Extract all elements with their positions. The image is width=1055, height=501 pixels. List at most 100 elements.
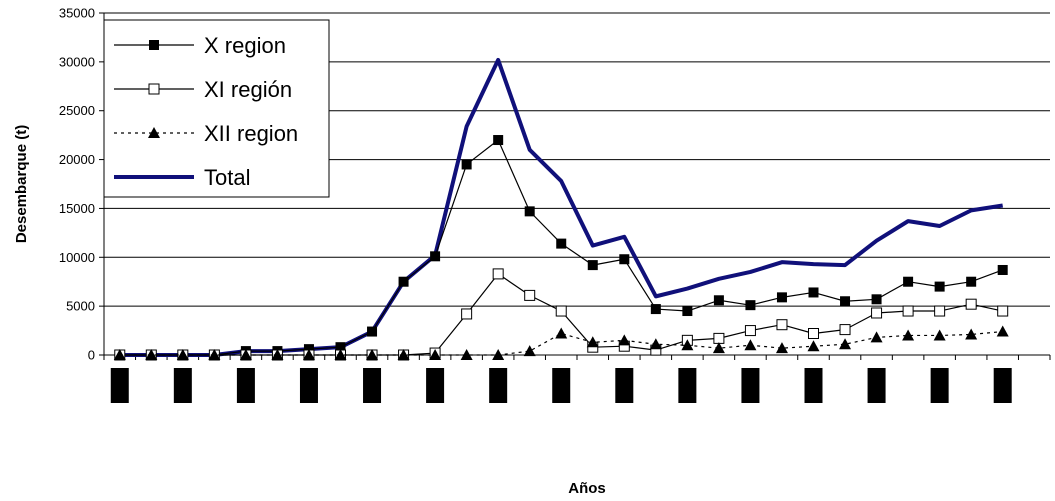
data-point (902, 329, 915, 341)
data-point (208, 349, 221, 360)
legend-label: XI región (204, 77, 292, 102)
data-point (839, 324, 851, 336)
data-point (366, 349, 379, 360)
data-point (903, 276, 914, 287)
y-tick-label: 30000 (59, 54, 95, 69)
y-tick-label: 25000 (59, 103, 95, 118)
legend-marker (149, 40, 159, 50)
legend-item: X region (114, 33, 286, 58)
data-point (619, 254, 630, 265)
data-point (460, 349, 473, 360)
legend-box (103, 19, 330, 198)
data-point (586, 336, 599, 348)
data-point (934, 281, 945, 292)
data-point (997, 305, 1009, 317)
data-point (429, 349, 442, 360)
x-tick-label-redacted (173, 368, 192, 403)
data-point (239, 349, 252, 360)
x-tick-label-redacted (299, 368, 318, 403)
data-point (302, 349, 315, 360)
data-point (176, 349, 189, 360)
x-tick-label-redacted (615, 368, 634, 403)
y-axis-title: Desembarque (t) (13, 125, 30, 243)
data-point (430, 251, 441, 262)
data-point (524, 289, 536, 301)
x-tick-label-redacted (110, 368, 129, 403)
data-point (555, 305, 567, 317)
y-tick-label: 35000 (59, 6, 95, 21)
x-tick-label-redacted (930, 368, 949, 403)
data-point (745, 300, 756, 311)
data-point (840, 296, 851, 307)
data-point (712, 342, 725, 354)
y-tick-label: 10000 (59, 250, 95, 265)
data-point (334, 349, 347, 360)
legend-item: Total (114, 165, 250, 190)
data-point (587, 260, 598, 271)
data-point (555, 327, 568, 339)
data-point (839, 338, 852, 350)
data-point (493, 135, 504, 146)
y-tick-labels: 0 5000 10000 15000 20000 25000 30000 35000 (59, 6, 95, 363)
data-point (398, 276, 409, 287)
data-point (744, 325, 756, 337)
data-point (145, 349, 158, 360)
x-tick-label-redacted (993, 368, 1012, 403)
data-point (934, 305, 946, 317)
legend-label: X region (204, 33, 286, 58)
data-point (618, 334, 631, 346)
series-xii-region (113, 325, 1009, 360)
data-point (933, 329, 946, 341)
data-point (807, 340, 820, 352)
x-tick-label-redacted (678, 368, 697, 403)
data-point (335, 342, 346, 353)
data-point (808, 328, 819, 340)
data-point (965, 328, 978, 340)
data-point (367, 326, 378, 337)
data-point (776, 292, 787, 303)
x-tick-label-redacted (426, 368, 445, 403)
legend-label: XII region (204, 121, 298, 146)
data-point (492, 349, 505, 360)
data-point (523, 345, 536, 357)
data-point (996, 325, 1009, 337)
data-point (871, 307, 883, 319)
legend-marker (148, 127, 160, 138)
data-point (461, 159, 472, 170)
data-point (650, 304, 661, 315)
data-point (870, 331, 883, 343)
y-tick-label: 5000 (66, 299, 95, 314)
data-point (871, 294, 882, 305)
data-point (682, 306, 693, 317)
data-point (776, 319, 788, 331)
data-point (713, 332, 725, 344)
x-tick-label-redacted (236, 368, 255, 403)
y-tick-label: 15000 (59, 201, 95, 216)
y-tick-label: 0 (88, 348, 95, 363)
data-point (397, 349, 410, 360)
data-point (681, 339, 694, 351)
data-point (649, 338, 662, 350)
x-tick-label-redacted (363, 368, 382, 403)
x-tick-labels-redacted (110, 368, 1012, 403)
data-point (271, 349, 284, 360)
x-tick-label-redacted (552, 368, 571, 403)
data-point (744, 339, 757, 351)
data-point (113, 349, 126, 360)
data-point (775, 342, 788, 354)
data-point (492, 268, 504, 280)
plot-area (113, 57, 1009, 361)
x-axis-title: Años (568, 480, 606, 497)
y-tick-label: 20000 (59, 152, 95, 167)
x-tick-label-redacted (489, 368, 508, 403)
data-point (713, 295, 724, 306)
legend-label: Total (204, 165, 250, 190)
legend-marker (148, 83, 160, 95)
x-tick-label-redacted (867, 368, 886, 403)
legend: X region XI región XII region Total (103, 19, 330, 198)
data-point (461, 308, 473, 320)
series-line (119, 330, 1003, 356)
data-point (966, 276, 977, 287)
data-point (997, 264, 1008, 275)
